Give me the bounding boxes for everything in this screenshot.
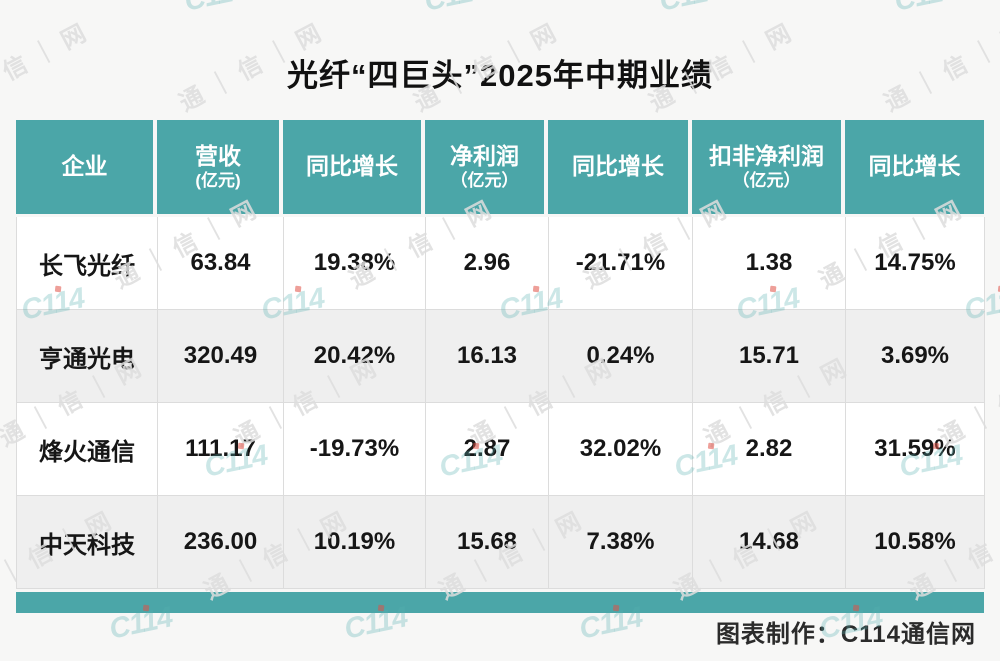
header-label: 扣非净利润: [709, 142, 824, 169]
table-body: 长飞光纤 63.84 19.38% 2.96 -21.71% 1.38 14.7…: [16, 217, 985, 589]
cell-net-profit: 15.68: [426, 496, 549, 589]
header-cell-revenue: 营收 (亿元): [157, 120, 283, 217]
header-cell-non-gaap-profit: 扣非净利润 （亿元）: [692, 120, 845, 217]
header-label: 同比增长: [868, 153, 961, 180]
page-title: 光纤“四巨头”2025年中期业绩: [287, 58, 713, 93]
cell-non-gaap: 1.38: [693, 217, 846, 310]
header-unit: （亿元）: [732, 171, 801, 191]
cell-revenue-yoy: 19.38%: [284, 217, 426, 310]
cell-revenue-yoy: 10.19%: [284, 496, 426, 589]
cell-revenue-yoy: -19.73%: [284, 403, 426, 496]
cell-company: 长飞光纤: [17, 217, 158, 310]
cell-non-gaap: 15.71: [693, 310, 846, 403]
cell-revenue: 111.17: [158, 403, 284, 496]
header-cell-net-profit: 净利润 （亿元）: [425, 120, 548, 217]
cell-non-gaap-yoy: 14.75%: [846, 217, 985, 310]
cell-non-gaap: 14.68: [693, 496, 846, 589]
cell-net-profit: 2.96: [426, 217, 549, 310]
header-cell-non-gaap-yoy: 同比增长: [845, 120, 984, 217]
cell-net-profit-yoy: -21.71%: [549, 217, 693, 310]
cell-revenue: 236.00: [158, 496, 284, 589]
header-cell-revenue-yoy: 同比增长: [283, 120, 425, 217]
source-credit: 图表制作：C114通信网: [715, 621, 976, 648]
table-row: 长飞光纤 63.84 19.38% 2.96 -21.71% 1.38 14.7…: [17, 217, 985, 310]
header-label: 营收: [195, 142, 241, 169]
header-unit: (亿元): [195, 171, 241, 191]
cell-non-gaap-yoy: 31.59%: [846, 403, 985, 496]
cell-company: 中天科技: [17, 496, 158, 589]
cell-net-profit-yoy: 32.02%: [549, 403, 693, 496]
cell-net-profit-yoy: 7.38%: [549, 496, 693, 589]
cell-revenue: 320.49: [158, 310, 284, 403]
header-cell-net-profit-yoy: 同比增长: [548, 120, 692, 217]
performance-table: 企业 营收 (亿元) 同比增长 净利润 （亿元） 同比增长 扣非净利润 （亿元）…: [16, 120, 985, 589]
header-label: 企业: [61, 153, 108, 180]
header-label: 净利润: [450, 142, 519, 169]
c114-logo-watermark-icon: C114: [422, 0, 491, 19]
c114-logo-watermark-icon: C114: [657, 0, 726, 19]
cell-company: 烽火通信: [17, 403, 158, 496]
header-unit: （亿元）: [450, 171, 519, 191]
cell-net-profit-yoy: 0.24%: [549, 310, 693, 403]
bottom-accent-bar: [16, 592, 984, 613]
cell-revenue-yoy: 20.42%: [284, 310, 426, 403]
header-cell-company: 企业: [16, 120, 157, 217]
cell-company: 亨通光电: [17, 310, 158, 403]
c114-logo-watermark-icon: C114: [182, 0, 251, 19]
table-row: 中天科技 236.00 10.19% 15.68 7.38% 14.68 10.…: [17, 496, 985, 589]
table-row: 亨通光电 320.49 20.42% 16.13 0.24% 15.71 3.6…: [17, 310, 985, 403]
cell-revenue: 63.84: [158, 217, 284, 310]
c114-logo-watermark-icon: C114: [892, 0, 961, 19]
cell-non-gaap-yoy: 3.69%: [846, 310, 985, 403]
header-label: 同比增长: [572, 153, 664, 180]
header-label: 同比增长: [306, 153, 398, 180]
table-row: 烽火通信 111.17 -19.73% 2.87 32.02% 2.82 31.…: [17, 403, 985, 496]
table-header-row: 企业 营收 (亿元) 同比增长 净利润 （亿元） 同比增长 扣非净利润 （亿元）…: [16, 120, 984, 217]
cell-non-gaap: 2.82: [693, 403, 846, 496]
cell-net-profit: 2.87: [426, 403, 549, 496]
cell-net-profit: 16.13: [426, 310, 549, 403]
cell-non-gaap-yoy: 10.58%: [846, 496, 985, 589]
